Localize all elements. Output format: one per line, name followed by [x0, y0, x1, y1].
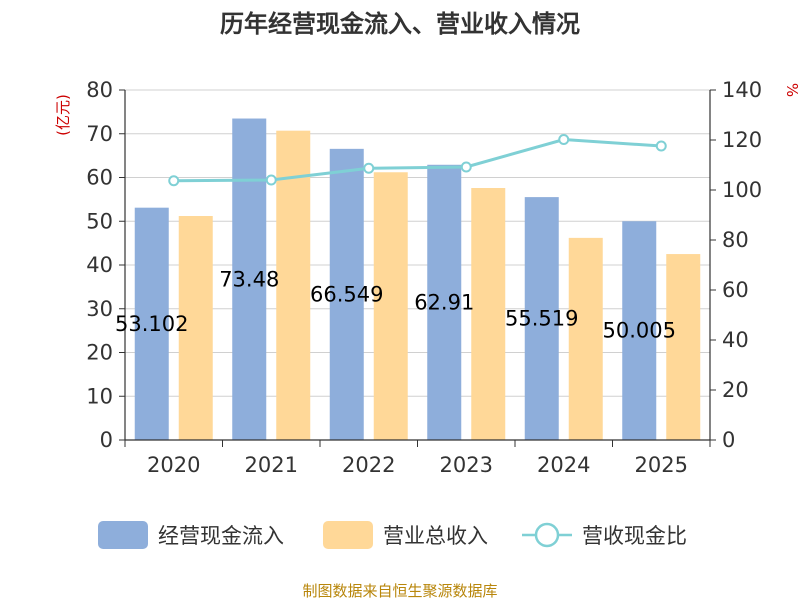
ratio-point	[168, 175, 180, 187]
bar-revenue	[471, 188, 506, 440]
bar-cash-inflow	[524, 197, 559, 440]
bar-revenue	[666, 254, 701, 440]
bar-cash-inflow	[232, 118, 267, 441]
data-labels: 53.102 73.48 66.549 62.91 55.519 50.005	[115, 267, 676, 342]
right-axis-tick-label: 0	[722, 428, 735, 452]
left-axis-tick-label: 40	[86, 253, 113, 277]
right-axis-tick-label: 60	[722, 278, 749, 302]
left-axis-unit: (亿元)	[54, 94, 72, 136]
legend-marker	[534, 522, 560, 548]
x-axis-tick-label: 2021	[245, 453, 298, 477]
right-axis-tick-label: 120	[722, 128, 762, 152]
right-axis-tick-label: 20	[722, 378, 749, 402]
legend-swatch	[323, 521, 373, 549]
x-axis-tick-label: 2024	[537, 453, 590, 477]
left-axis-tick-label: 0	[100, 428, 113, 452]
legend: 经营现金流入 营业总收入 营收现金比	[98, 521, 687, 549]
left-axis-tick-label: 80	[86, 78, 113, 102]
ratio-point	[558, 134, 570, 145]
bar-value-label: 53.102	[115, 312, 188, 336]
bar-cash-inflow	[329, 148, 364, 440]
left-axis-tick-label: 30	[86, 297, 113, 321]
grid-lines	[125, 89, 710, 397]
bar-value-label: 55.519	[505, 307, 578, 331]
left-axis-tick-label: 10	[86, 384, 113, 408]
bar-revenue	[568, 237, 603, 440]
left-axis-tick-label: 50	[86, 209, 113, 233]
x-axis-tick-label: 2023	[440, 453, 493, 477]
right-axis-tick-label: 40	[722, 328, 749, 352]
chart-title: 历年经营现金流入、营业收入情况	[220, 10, 580, 38]
bar-cash-inflow	[622, 221, 657, 440]
legend-label: 营收现金比	[582, 524, 687, 548]
left-axis-tick-label: 70	[86, 122, 113, 146]
ratio-point	[265, 174, 277, 186]
bar-value-label: 73.48	[219, 267, 279, 291]
right-axis-tick-label: 100	[722, 178, 762, 202]
source-note: 制图数据来自恒生聚源数据库	[302, 582, 497, 600]
x-axis-tick-label: 2022	[342, 453, 395, 477]
x-axis-tick-label: 2020	[147, 453, 200, 477]
x-axis-tick-label: 2025	[635, 453, 688, 477]
bar-value-label: 66.549	[310, 282, 383, 306]
legend-label: 经营现金流入	[158, 524, 284, 548]
line-series-group	[168, 134, 667, 187]
ratio-point	[655, 140, 667, 152]
legend-label: 营业总收入	[383, 524, 488, 548]
axes: 0 10 20 30 40 50 60 70 80 0 20 40 60 80 100 120 140 2020 2…	[86, 78, 762, 477]
bar-revenue	[373, 172, 408, 440]
right-axis-tick-label: 80	[722, 228, 749, 252]
bar-series-group	[134, 118, 701, 441]
ratio-line	[173, 137, 662, 183]
left-axis-tick-label: 60	[86, 166, 113, 190]
bar-value-label: 62.91	[414, 290, 474, 314]
left-axis-tick-label: 20	[86, 341, 113, 365]
bar-revenue	[178, 216, 213, 440]
legend-swatch	[98, 521, 148, 549]
bar-cash-inflow	[427, 164, 462, 441]
ratio-point	[460, 161, 472, 173]
bar-value-label: 50.005	[603, 319, 676, 343]
right-axis-tick-label: 140	[722, 78, 762, 102]
bar-cash-inflow	[134, 207, 169, 440]
bar-revenue	[276, 130, 311, 440]
right-axis-unit: %	[783, 83, 800, 97]
ratio-point	[363, 162, 375, 174]
